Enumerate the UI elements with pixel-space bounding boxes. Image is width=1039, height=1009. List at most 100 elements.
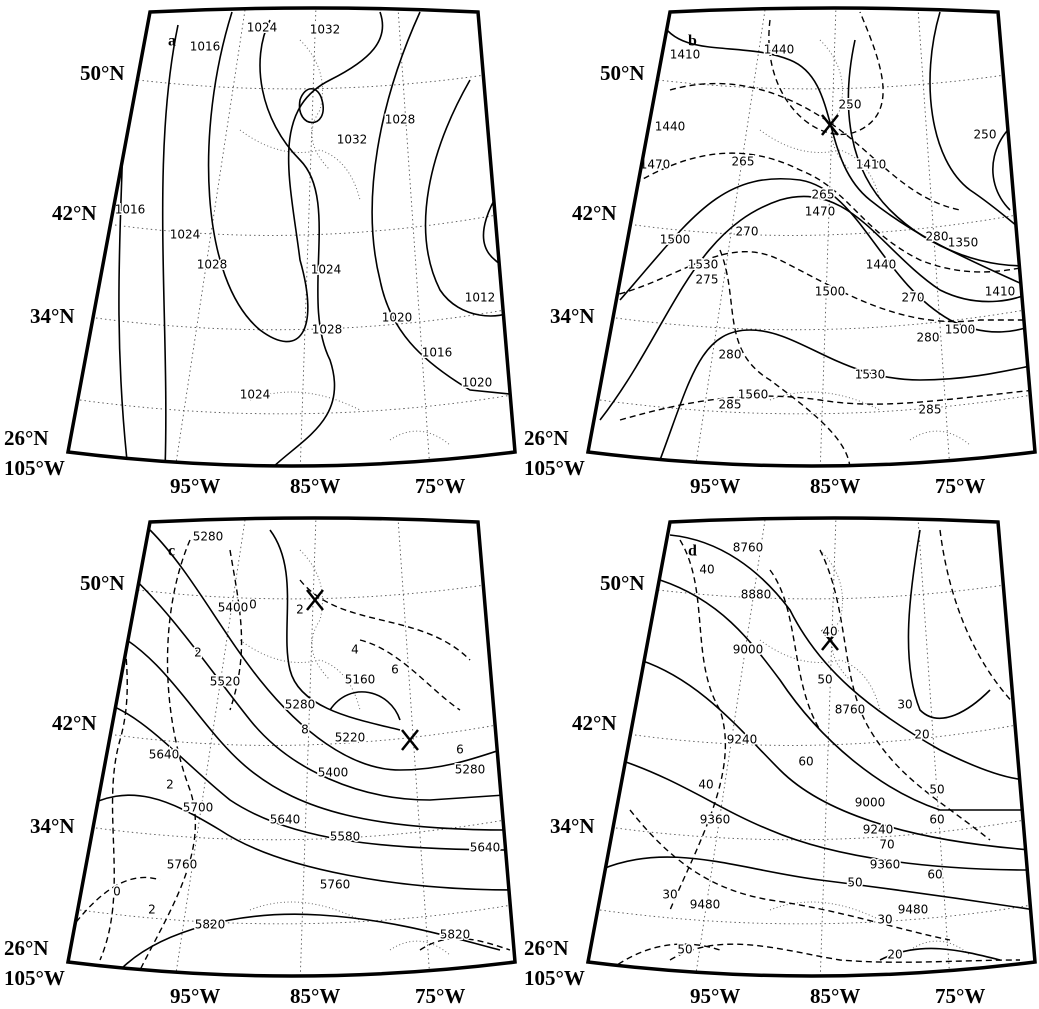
contour-label: 1500: [815, 285, 846, 299]
longitude-label: 105°W: [4, 456, 65, 480]
contour-label: 1470: [640, 158, 671, 172]
contour-label: 9000: [855, 796, 886, 810]
contour-label: 1016: [422, 346, 453, 360]
contour-label: 280: [917, 331, 940, 345]
contour-label: 1020: [462, 376, 493, 390]
contour-label: 285: [719, 398, 742, 412]
coastline: [910, 431, 970, 445]
latitude-label: 26°N: [524, 426, 569, 450]
contour-label: 285: [919, 403, 942, 417]
solid-contour: [150, 530, 500, 770]
solid-contour: [372, 12, 520, 395]
contour-label: 1500: [945, 323, 976, 337]
contour-label: 5160: [345, 673, 376, 687]
longitude-label: 95°W: [690, 474, 740, 498]
contour-label: 1024: [311, 263, 342, 277]
contour-label: 9000: [733, 643, 764, 657]
contour-label: 250: [974, 128, 997, 142]
coastline: [770, 902, 880, 920]
contour-label: 9480: [898, 903, 929, 917]
solid-contour: [163, 25, 178, 470]
panel-letter: d: [688, 543, 697, 560]
contour-label: 70: [879, 838, 894, 852]
solid-contour: [120, 914, 500, 970]
contour-label: 40: [822, 625, 837, 639]
latitude-label: 42°N: [572, 201, 617, 225]
longitude-label: 105°W: [4, 966, 65, 990]
contour-label: 1440: [655, 120, 686, 134]
solid-contour: [660, 580, 1028, 810]
solid-contour: [620, 760, 1032, 870]
contour-label: 50: [677, 943, 692, 957]
graticule: [138, 75, 485, 89]
latitude-label: 34°N: [30, 814, 75, 838]
map-frame: [68, 8, 515, 466]
contour-label: 1032: [310, 23, 341, 37]
contour-label: 1530: [855, 368, 886, 382]
longitude-label: 85°W: [290, 984, 340, 1008]
solid-contour: [620, 179, 1035, 332]
contour-label: 9480: [690, 898, 721, 912]
solid-contour: [209, 12, 383, 342]
contour-label: 265: [732, 155, 755, 169]
contour-label: 250: [839, 98, 862, 112]
contour-label: 1530: [688, 258, 719, 272]
contour-label: 1020: [382, 311, 413, 325]
solid-contour: [80, 795, 515, 890]
contour-label: 40: [698, 778, 713, 792]
solid-contour: [660, 330, 1035, 460]
contour-label: 5280: [285, 698, 316, 712]
contour-label: 9240: [727, 733, 758, 747]
latitude-label: 50°N: [600, 61, 645, 85]
contour-label: 5580: [330, 830, 361, 844]
map-panel: 5280540002255205640257005760025280516046…: [4, 516, 515, 1008]
contour-label: 2: [148, 903, 156, 917]
latitude-label: 42°N: [572, 711, 617, 735]
contour-label: 5220: [335, 731, 366, 745]
panel-letter: b: [688, 33, 697, 50]
contour-label: 1028: [385, 113, 416, 127]
contour-label: 1350: [948, 236, 979, 250]
latitude-label: 34°N: [550, 814, 595, 838]
contour-label: 270: [736, 225, 759, 239]
latitude-label: 34°N: [550, 304, 595, 328]
dashed-contour: [769, 12, 883, 134]
contour-label: 50: [847, 876, 862, 890]
center-marker: [822, 115, 838, 135]
contour-label: 1500: [660, 233, 691, 247]
graticule: [600, 905, 1032, 924]
graticule: [80, 395, 512, 414]
contour-label: 5640: [270, 813, 301, 827]
dashed-contour: [300, 580, 470, 660]
contour-label: 5400: [318, 766, 349, 780]
dashed-contour: [620, 390, 1035, 420]
longitude-label: 75°W: [935, 984, 985, 1008]
solid-contour: [670, 535, 1030, 780]
longitude-label: 75°W: [935, 474, 985, 498]
latitude-label: 26°N: [4, 936, 49, 960]
contour-label: 6: [391, 663, 399, 677]
coastline: [300, 550, 330, 680]
latitude-label: 42°N: [52, 201, 97, 225]
contour-label: 5820: [440, 928, 471, 942]
solid-contour: [600, 196, 1035, 420]
graticule: [96, 310, 505, 330]
longitude-label: 105°W: [524, 966, 585, 990]
coastline: [390, 941, 450, 955]
contour-label: 1560: [738, 388, 769, 402]
contour-label: 9360: [700, 813, 731, 827]
contour-label: 1024: [170, 228, 201, 242]
coastline: [300, 40, 330, 170]
contour-label: 0: [249, 598, 257, 612]
longitude-label: 95°W: [690, 984, 740, 1008]
contour-label: 60: [798, 755, 813, 769]
contour-label: 1028: [197, 258, 228, 272]
latitude-label: 50°N: [80, 571, 125, 595]
graticule: [820, 6, 836, 475]
dashed-contour: [590, 252, 1035, 322]
contour-label: 8880: [741, 588, 772, 602]
contour-label: 1410: [985, 285, 1016, 299]
graticule: [616, 820, 1025, 840]
